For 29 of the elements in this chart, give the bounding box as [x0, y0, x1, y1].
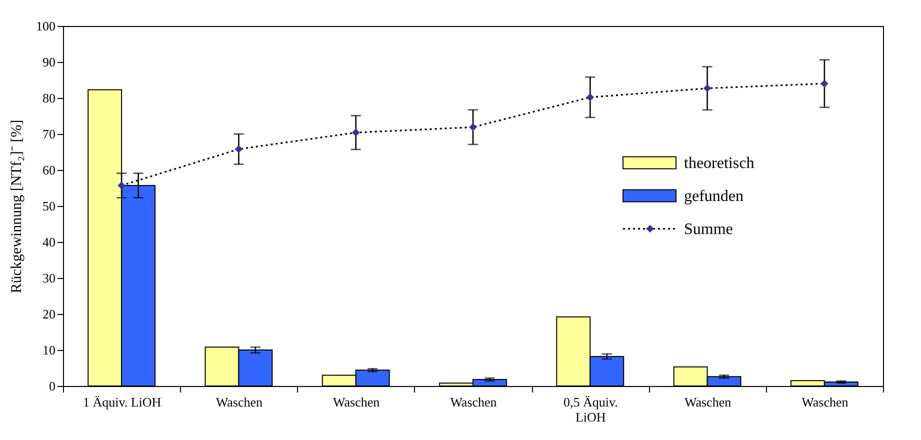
- x-tick-label: 0,5 Äquiv. LiOH: [563, 394, 618, 424]
- y-axis-title: Rückgewinnung [NTf₂]⁻ [%]: [9, 120, 25, 294]
- y-tick-label: 70: [42, 126, 56, 142]
- point: [234, 145, 243, 153]
- point: [118, 182, 126, 190]
- y-tick-label: 40: [42, 234, 56, 250]
- x-tick-label: 1 Äquiv. LiOH: [82, 394, 162, 410]
- legend-label: Summe: [684, 220, 733, 238]
- y-tick-label: 10: [42, 342, 56, 358]
- x-tick-label: Waschen: [216, 394, 264, 410]
- y-tick-label: 30: [42, 270, 56, 286]
- x-tick-label: Waschen: [684, 394, 732, 410]
- x-tick-label: Waschen: [802, 394, 849, 410]
- y-tick-label: 50: [42, 198, 56, 214]
- y-tick-label: 20: [42, 306, 56, 322]
- y-tick-label: 0: [49, 378, 56, 394]
- x-tick-label: Waschen: [333, 394, 380, 410]
- y-tick-label: 90: [42, 54, 56, 70]
- point: [352, 128, 360, 136]
- point: [469, 123, 477, 132]
- legend-label: gefunden: [684, 188, 744, 205]
- y-tick-label: 80: [42, 90, 56, 106]
- point: [703, 84, 712, 92]
- y-tick-label: 60: [42, 162, 56, 178]
- point: [586, 93, 594, 102]
- x-tick-label: Waschen: [450, 394, 498, 410]
- y-tick-label: 100: [36, 18, 56, 34]
- point: [820, 80, 828, 88]
- legend-label: theoretisch: [684, 154, 754, 172]
